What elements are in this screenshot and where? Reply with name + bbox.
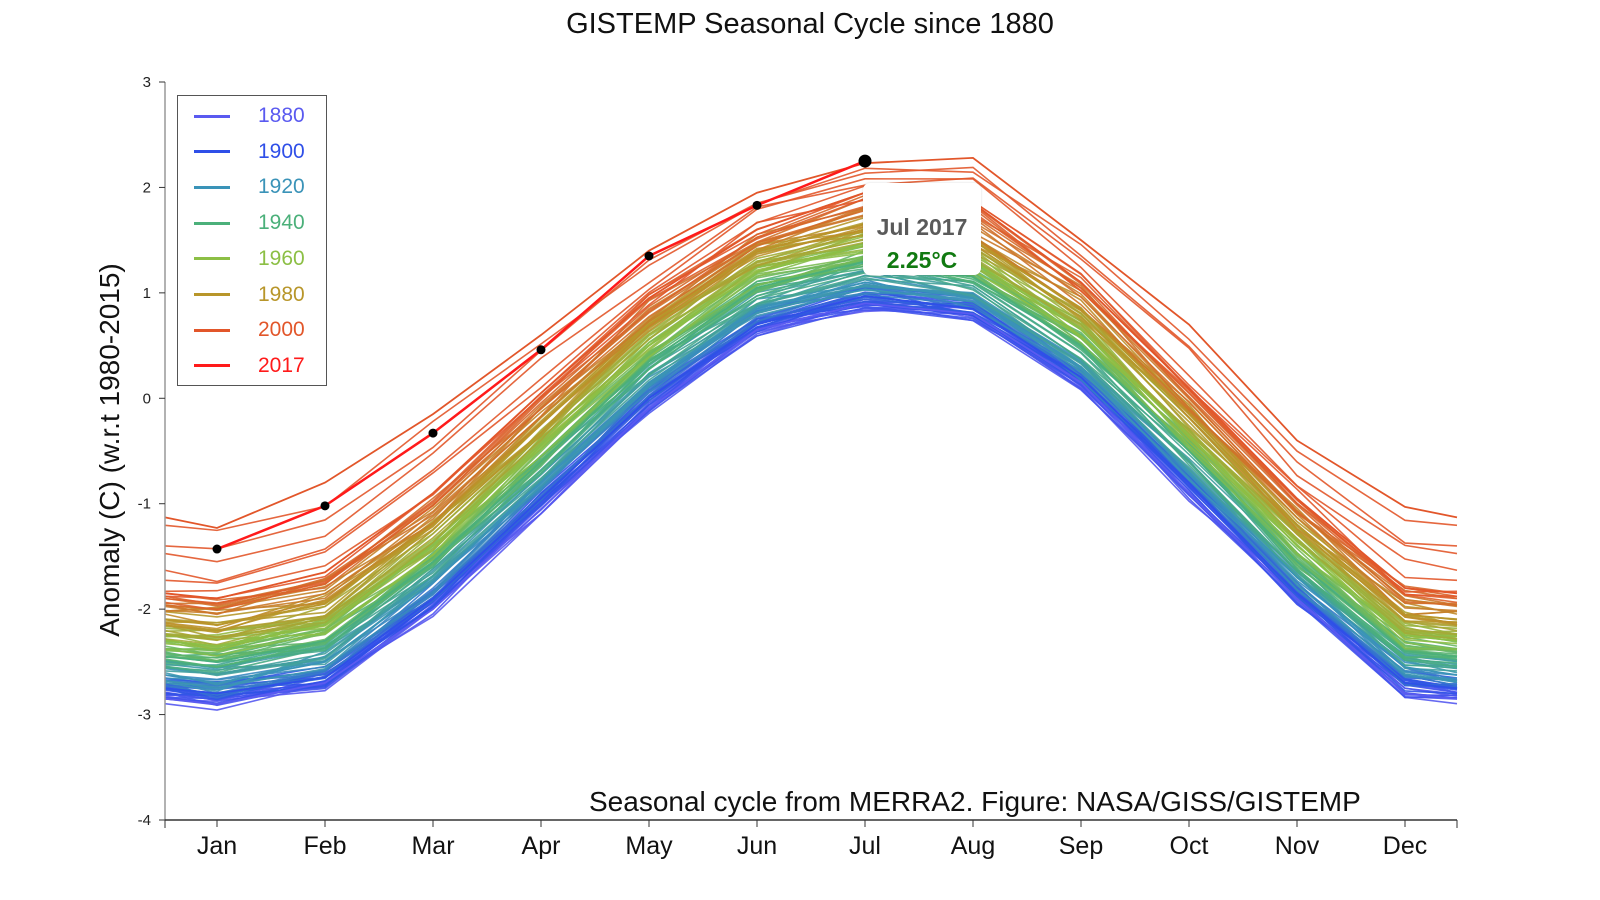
series-line	[164, 225, 1458, 627]
y-tick-label: 1	[143, 285, 151, 302]
data-point-2017-Feb	[320, 501, 330, 511]
series-line-1940	[164, 260, 1458, 663]
y-tick-label: 0	[143, 390, 151, 407]
y-tick-label: -3	[138, 707, 151, 724]
series-line-1960	[164, 244, 1458, 647]
x-tick-label-Mar: Mar	[411, 832, 454, 860]
series-line	[164, 286, 1458, 695]
legend-swatch	[194, 185, 230, 189]
legend: 1880 1900 1920 1940 1960 1980 2000 2017	[177, 95, 327, 386]
legend-label: 2000	[258, 318, 305, 342]
y-tick-label: -1	[138, 496, 151, 513]
legend-label: 2017	[258, 353, 305, 377]
series-line-top	[164, 156, 1458, 529]
tooltip: Jul 2017 2.25°C	[863, 183, 981, 275]
series-line-1880	[164, 302, 1458, 705]
legend-label: 1980	[258, 282, 305, 306]
legend-item-1920: 1920	[194, 175, 305, 199]
legend-item-1880: 1880	[194, 104, 305, 127]
x-tick-label-Feb: Feb	[303, 832, 346, 860]
series-line	[164, 191, 1458, 593]
x-tick-label-Nov: Nov	[1275, 832, 1320, 860]
legend-label: 1900	[258, 139, 305, 163]
legend-swatch	[194, 114, 230, 118]
legend-swatch	[194, 364, 230, 368]
series-line-1980	[164, 223, 1458, 626]
x-tick-label-Apr: Apr	[522, 832, 561, 860]
legend-swatch	[194, 150, 230, 154]
series-line-1900	[164, 295, 1458, 695]
series-line	[164, 178, 1458, 583]
legend-item-2017: 2017	[194, 353, 305, 377]
x-tick-label-Dec: Dec	[1383, 832, 1427, 860]
data-point-2017-Jan	[212, 544, 222, 554]
data-point-2017-Jun	[752, 200, 762, 210]
legend-item-1900: 1900	[194, 139, 305, 163]
y-tick-label: -4	[138, 812, 151, 829]
data-point-2017-Jul	[858, 154, 872, 168]
y-tick-label: -2	[138, 601, 151, 618]
x-tick-label-Jan: Jan	[197, 832, 237, 860]
series-line	[164, 209, 1458, 610]
x-tick-label-Jun: Jun	[737, 832, 777, 860]
series-line	[164, 177, 1458, 563]
data-point-2017-May	[644, 251, 654, 261]
legend-swatch	[194, 328, 230, 332]
legend-swatch	[194, 221, 230, 225]
legend-label: 1960	[258, 246, 305, 270]
series-line	[164, 288, 1458, 689]
legend-item-1960: 1960	[194, 246, 305, 270]
series-line	[164, 194, 1458, 601]
legend-item-2000: 2000	[194, 318, 305, 342]
data-point-2017-Apr	[536, 345, 546, 355]
series-line-2000	[164, 191, 1458, 600]
y-tick-label: 3	[143, 74, 151, 91]
legend-swatch	[194, 257, 230, 261]
x-tick-label-Sep: Sep	[1059, 832, 1103, 860]
legend-label: 1920	[258, 175, 305, 199]
x-tick-label-Aug: Aug	[951, 832, 995, 860]
legend-item-1980: 1980	[194, 282, 305, 306]
legend-swatch	[194, 293, 230, 296]
series-line	[164, 237, 1458, 641]
series-line	[164, 185, 1458, 584]
tooltip-date: Jul 2017	[876, 214, 968, 240]
x-tick-label-Jul: Jul	[849, 832, 881, 860]
x-tick-label-Oct: Oct	[1170, 832, 1209, 860]
legend-label: 1940	[258, 211, 305, 235]
chart-title: GISTEMP Seasonal Cycle since 1880	[566, 8, 1054, 40]
chart-caption: Seasonal cycle from MERRA2. Figure: NASA…	[589, 786, 1361, 817]
y-tick-label: 2	[143, 179, 151, 196]
series-line	[164, 260, 1458, 659]
legend-label: 1880	[258, 104, 305, 127]
tooltip-value: 2.25°C	[886, 247, 958, 273]
data-point-2017-Mar	[428, 428, 438, 438]
legend-item-1940: 1940	[194, 211, 305, 235]
series-line	[164, 166, 1458, 550]
series-line-1920	[164, 281, 1458, 684]
x-tick-label-May: May	[625, 832, 673, 860]
